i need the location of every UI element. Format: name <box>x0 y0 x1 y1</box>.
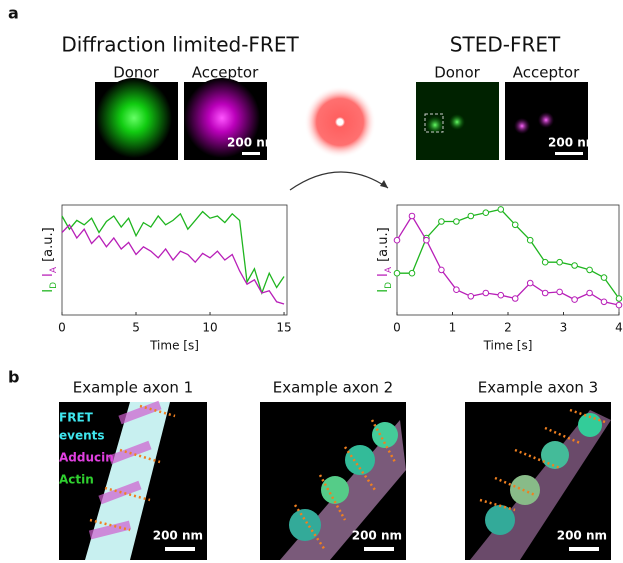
scale-label: 200 nm <box>227 136 277 150</box>
x-tick-label: 4 <box>615 321 623 335</box>
data-point <box>394 237 400 243</box>
panel-title: Diffraction limited-FRET <box>61 33 299 57</box>
y-axis-label: IDIA[a.u.] <box>376 227 394 292</box>
data-point <box>572 263 578 269</box>
legend-label: FRET <box>59 411 94 425</box>
data-point <box>468 213 474 219</box>
data-point <box>483 290 489 296</box>
data-point <box>483 210 489 216</box>
data-point <box>439 267 445 273</box>
series-line <box>397 209 619 298</box>
page: {"panel_a": {"label": "a", "left_title":… <box>0 0 623 563</box>
data-point <box>409 213 415 219</box>
scale-label: 200 nm <box>557 529 607 543</box>
data-point <box>512 222 518 228</box>
data-point <box>498 207 504 213</box>
data-point <box>454 219 460 225</box>
x-axis-label: Time [s] <box>149 339 199 353</box>
data-point <box>527 237 533 243</box>
x-tick-label: 1 <box>449 321 457 335</box>
legend-label: Adducin <box>59 451 114 465</box>
plot-frame <box>62 205 287 315</box>
y-axis-label: IDIA[a.u.] <box>41 227 59 292</box>
panel-label: a <box>8 4 19 23</box>
y-label-sub: A <box>384 266 394 273</box>
panel-label: b <box>8 368 19 387</box>
axon-images <box>59 402 611 560</box>
x-tick-label: 0 <box>393 321 401 335</box>
scale-bar <box>165 547 195 551</box>
scale-bar <box>569 547 599 551</box>
scale-label: 200 nm <box>548 136 598 150</box>
axon-title: Example axon 3 <box>478 379 598 397</box>
data-point <box>439 219 445 225</box>
image-title: Acceptor <box>192 64 259 82</box>
series-line <box>62 212 284 293</box>
data-point <box>557 259 563 265</box>
legend-label: events <box>59 429 105 443</box>
scale-label: 200 nm <box>153 529 203 543</box>
images <box>95 78 588 190</box>
y-label-sub: D <box>384 282 394 289</box>
y-label-sub: D <box>49 282 59 289</box>
data-point <box>601 299 607 305</box>
data-point <box>542 290 548 296</box>
x-tick-label: 5 <box>132 321 140 335</box>
image-title: Donor <box>434 64 480 82</box>
data-point <box>394 270 400 276</box>
series-line <box>62 225 284 304</box>
x-axis-label: Time [s] <box>483 339 533 353</box>
data-point <box>587 290 593 296</box>
data-point <box>527 280 533 286</box>
data-point <box>498 292 504 298</box>
y-label-part: [a.u.] <box>376 227 391 262</box>
scale-label: 200 nm <box>352 529 402 543</box>
image-title: Donor <box>113 64 159 82</box>
data-point <box>572 297 578 303</box>
data-point <box>409 270 415 276</box>
data-point <box>587 267 593 273</box>
data-point <box>512 296 518 302</box>
data-point <box>424 237 430 243</box>
x-tick-label: 2 <box>504 321 512 335</box>
x-tick-label: 3 <box>560 321 568 335</box>
data-point <box>454 287 460 293</box>
image-title: Acceptor <box>513 64 580 82</box>
x-tick-label: 15 <box>276 321 291 335</box>
axon-title: Example axon 1 <box>73 379 193 397</box>
panel-title: STED-FRET <box>450 33 561 57</box>
data-point <box>616 296 622 302</box>
legend-label: Actin <box>59 473 94 487</box>
x-tick-label: 10 <box>202 321 217 335</box>
axon-title: Example axon 2 <box>273 379 393 397</box>
scale-bar <box>364 547 394 551</box>
x-tick-label: 0 <box>58 321 66 335</box>
series-line <box>397 216 619 305</box>
plot-frame <box>397 205 619 315</box>
data-point <box>601 275 607 281</box>
data-point <box>468 294 474 300</box>
y-label-sub: A <box>49 266 59 273</box>
data-point <box>616 302 622 308</box>
y-label-part: [a.u.] <box>41 227 56 262</box>
data-point <box>557 289 563 295</box>
figure: a Diffraction limited-FRET STED-FRET b F… <box>0 0 623 563</box>
data-point <box>542 259 548 265</box>
